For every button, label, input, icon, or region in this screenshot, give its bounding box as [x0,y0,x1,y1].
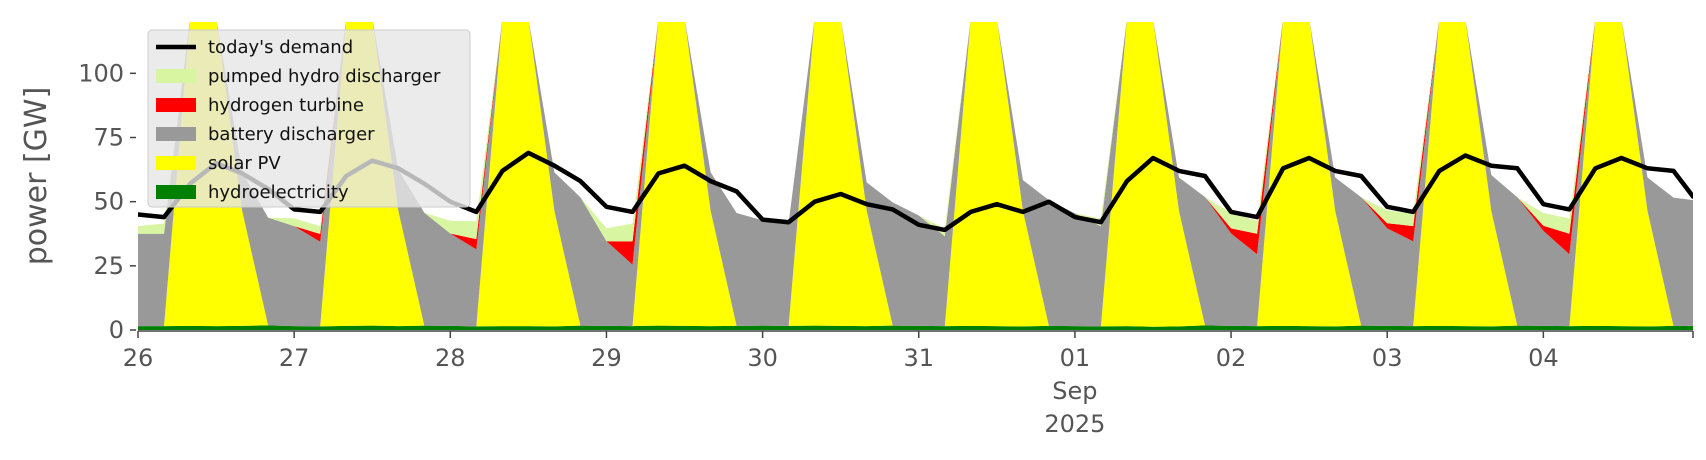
x-tick-label: 04 [1528,344,1559,372]
x-tick-label: 29 [591,344,622,372]
legend-label-hydroelectricity: hydroelectricity [208,182,349,203]
x-tick-label: 31 [903,344,934,372]
area-pumped-hydro-discharger [138,22,1693,242]
x-tick-label: 28 [435,344,466,372]
x-tick-label: 02 [1216,344,1247,372]
legend-swatch-hydroelectricity [156,185,196,199]
legend-swatch-solar-pv [156,156,196,170]
legend-box [147,29,471,208]
legend-label-solar-pv: solar PV [208,153,281,174]
legend-label-battery-discharger: battery discharger [208,124,375,145]
legend-swatch-hydrogen-turbine [156,98,196,112]
legend-swatch-pumped-hydro-discharger [156,69,196,83]
areas-layer [138,22,1693,330]
y-tick-label: 25 [93,252,124,280]
axes-layer: 0 25 50 75 100 26 27 28 29 30 31 01 02 03 04 Sep 2025 pow… [19,59,1694,438]
x-tick-label: 27 [279,344,310,372]
x-year-label: 2025 [1044,410,1105,438]
legend-label-pumped-hydro-discharger: pumped hydro discharger [208,66,441,87]
y-tick-label: 75 [93,124,124,152]
y-tick-label: 50 [93,188,124,216]
area-battery-discharger [138,22,1693,327]
x-tick-label: 26 [123,344,154,372]
area-hydroelectricity [138,325,1693,330]
y-axis-label: power [GW] [19,87,54,266]
legend-swatch-battery-discharger [156,127,196,141]
x-tick-label: 01 [1060,344,1091,372]
legend-label-today-s-demand: today's demand [208,37,353,58]
legend: today's demand pumped hydro discharger hyd… [147,29,471,208]
area-solar-pv [138,22,1693,327]
legend-label-hydrogen-turbine: hydrogen turbine [208,95,364,116]
x-tick-label: 30 [747,344,778,372]
x-tick-label: 03 [1372,344,1403,372]
y-tick-label: 0 [109,316,124,344]
y-tick-label: 100 [78,59,124,87]
x-month-label: Sep [1052,377,1097,405]
